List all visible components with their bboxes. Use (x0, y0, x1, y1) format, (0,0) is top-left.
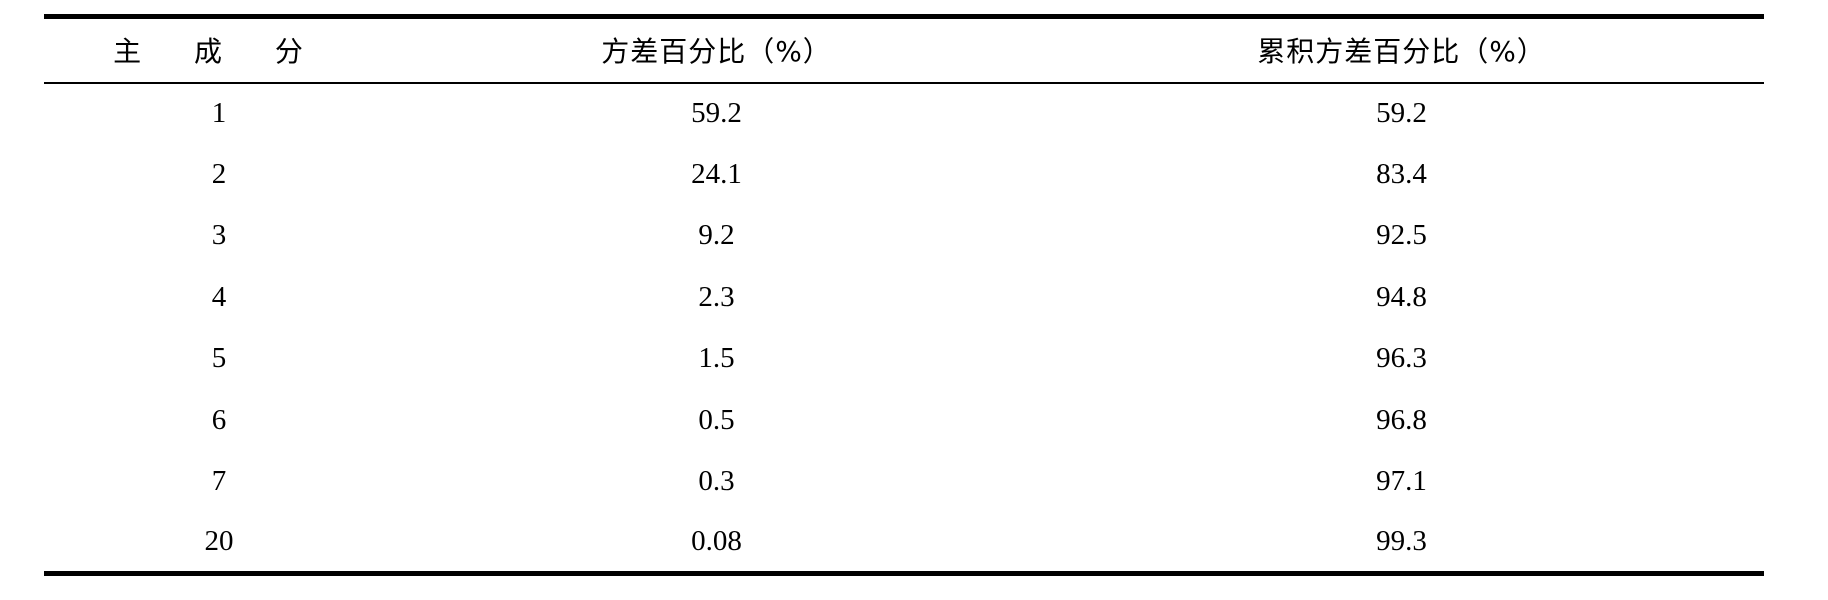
cell-variance-percent: 0.5 (698, 403, 735, 436)
cell-cumulative-percent: 96.8 (1376, 403, 1427, 436)
table-row: 20 0.08 99.3 (44, 512, 1764, 577)
cell-cumulative-percent: 59.2 (1376, 97, 1427, 130)
table-row: 4 2.3 94.8 (44, 267, 1764, 328)
cell-component: 4 (211, 280, 227, 313)
cell-variance-percent: 59.2 (691, 97, 742, 130)
cell-variance-percent: 0.3 (698, 465, 735, 498)
cell-cumulative-percent: 96.3 (1376, 342, 1427, 375)
cell-component: 6 (211, 403, 227, 436)
cell-cumulative-percent: 92.5 (1376, 219, 1427, 252)
pca-variance-table: 主 成 分 方差百分比（%） 累积方差百分比（%） 1 59.2 59.2 2 … (44, 14, 1764, 577)
cell-cumulative-percent: 83.4 (1376, 158, 1427, 191)
cell-component: 2 (211, 158, 227, 191)
cell-cumulative-percent: 99.3 (1039, 512, 1764, 577)
header-component: 主 成 分 (44, 14, 394, 84)
cell-variance-percent: 24.1 (691, 158, 742, 191)
cell-variance-percent: 2.3 (698, 280, 735, 313)
table-header: 主 成 分 方差百分比（%） 累积方差百分比（%） (44, 14, 1764, 84)
cell-component: 7 (211, 465, 227, 498)
table-row: 1 59.2 59.2 (44, 83, 1764, 144)
cell-cumulative-percent: 97.1 (1376, 465, 1427, 498)
header-cumulative-variance-percent: 累积方差百分比（%） (1039, 14, 1764, 84)
pca-variance-table-container: 主 成 分 方差百分比（%） 累积方差百分比（%） 1 59.2 59.2 2 … (44, 14, 1764, 577)
table-row: 7 0.3 97.1 (44, 451, 1764, 512)
header-row: 主 成 分 方差百分比（%） 累积方差百分比（%） (44, 14, 1764, 84)
header-variance-percent: 方差百分比（%） (394, 14, 1039, 84)
cell-cumulative-percent: 94.8 (1376, 280, 1427, 313)
table-row: 2 24.1 83.4 (44, 144, 1764, 205)
table-row: 3 9.2 92.5 (44, 205, 1764, 266)
cell-variance-percent: 1.5 (698, 342, 735, 375)
table-row: 6 0.5 96.8 (44, 389, 1764, 450)
cell-variance-percent: 0.08 (394, 512, 1039, 577)
cell-variance-percent: 9.2 (698, 219, 735, 252)
cell-component: 5 (211, 342, 227, 375)
cell-component: 1 (211, 97, 227, 130)
cell-component: 20 (44, 512, 394, 577)
table-body: 1 59.2 59.2 2 24.1 83.4 3 9.2 92.5 4 2.3… (44, 83, 1764, 577)
cell-component: 3 (211, 219, 227, 252)
table-row: 5 1.5 96.3 (44, 328, 1764, 389)
